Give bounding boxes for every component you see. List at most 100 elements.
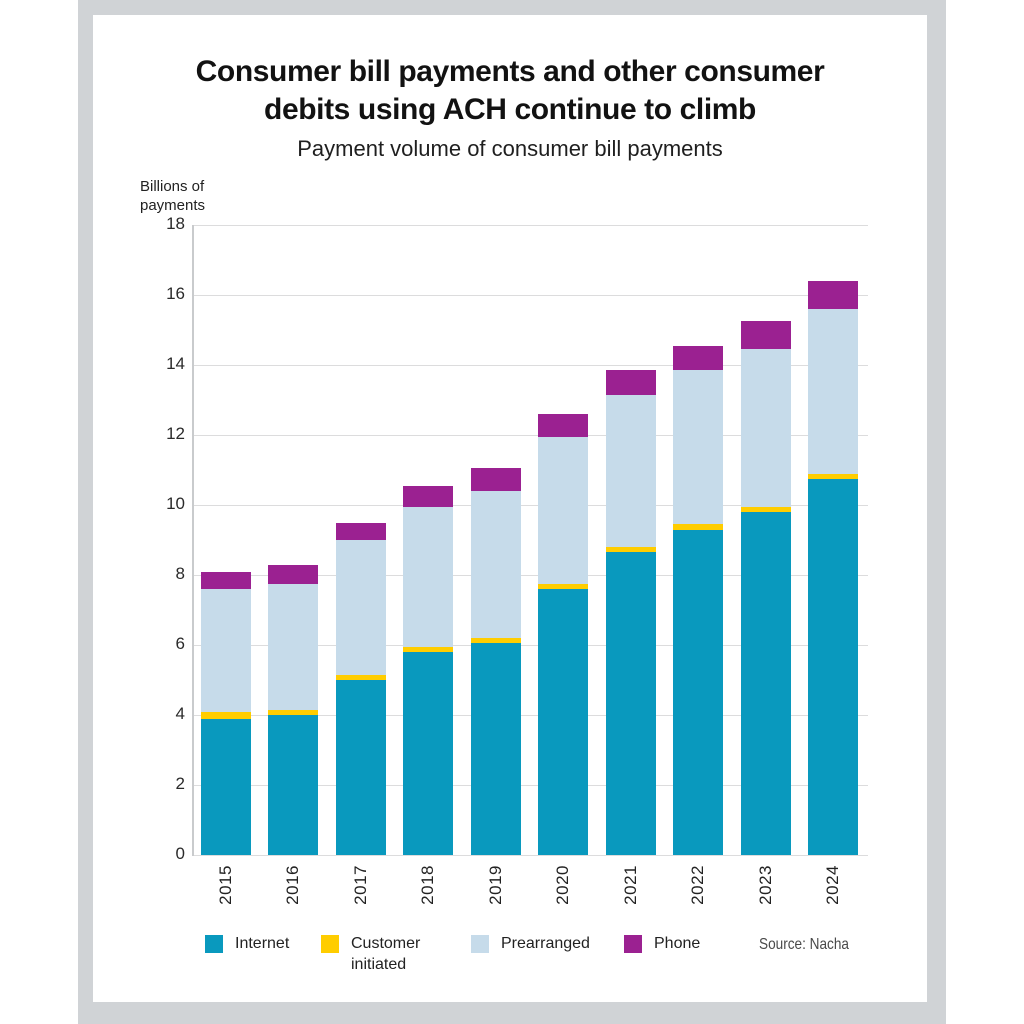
- x-tick-label-2022: 2022: [673, 865, 723, 935]
- gridline-12: [193, 435, 868, 436]
- bar-segment-prearranged-2021: [605, 394, 656, 547]
- x-tick-label-2021: 2021: [606, 865, 656, 935]
- x-tick-label-text-2024: 2024: [822, 865, 842, 905]
- bar-segment-customer-initiated-2021: [605, 547, 656, 553]
- legend-swatch-phone: [624, 935, 642, 953]
- bar-segment-prearranged-2019: [470, 491, 521, 638]
- y-tick-label-16: 16: [166, 284, 185, 303]
- bar-segment-customer-initiated-2020: [538, 583, 589, 589]
- bar-segment-customer-initiated-2024: [807, 473, 858, 479]
- bar-segment-phone-2018: [403, 485, 454, 507]
- bar-segment-internet-2022: [673, 529, 724, 855]
- bar-2021: [605, 225, 656, 855]
- gridline-10: [193, 505, 868, 506]
- bar-segment-internet-2023: [740, 512, 791, 855]
- legend-swatch-internet: [205, 935, 223, 953]
- y-tick-label-8: 8: [175, 564, 185, 583]
- legend-label-phone: Phone: [654, 935, 701, 952]
- bar-segment-internet-2020: [538, 589, 589, 855]
- bar-segment-customer-initiated-2023: [740, 506, 791, 512]
- x-tick-label-text-2016: 2016: [283, 865, 303, 905]
- bar-segment-internet-2017: [335, 680, 386, 855]
- y-tick-label-18: 18: [166, 214, 185, 233]
- bar-segment-phone-2019: [470, 468, 521, 491]
- gridline-4: [193, 715, 868, 716]
- legend-label-customer-initiated: Customer initiated: [351, 935, 421, 973]
- x-tick-label-text-2020: 2020: [553, 865, 573, 905]
- bar-segment-customer-initiated-2019: [470, 638, 521, 644]
- bar-2016: [268, 225, 319, 855]
- chart-subtitle: Payment volume of consumer bill payments: [297, 136, 723, 161]
- bar-segment-phone-2023: [740, 321, 791, 350]
- bar-segment-customer-initiated-2017: [335, 674, 386, 680]
- bar-segment-prearranged-2015: [201, 589, 251, 712]
- legend: Source: Nacha Internet Customer initiated…: [93, 933, 927, 993]
- x-tick-label-text-2018: 2018: [418, 865, 438, 905]
- legend-label-prearranged: Prearranged: [501, 935, 590, 952]
- source-note: Source: Nacha: [759, 936, 849, 953]
- x-tick-label-2023: 2023: [741, 865, 791, 935]
- chart-title: Consumer bill payments and other consume…: [195, 55, 825, 126]
- bar-segment-prearranged-2023: [740, 349, 791, 507]
- y-tick-label-12: 12: [166, 424, 185, 443]
- y-tick-label-4: 4: [175, 704, 185, 723]
- bar-segment-internet-2024: [807, 478, 858, 855]
- gridline-18: [193, 225, 868, 226]
- bar-segment-phone-2016: [268, 564, 319, 584]
- y-axis-unit-label: Billions of payments: [140, 178, 206, 214]
- y-tick-label-10: 10: [166, 494, 185, 513]
- bar-2017: [335, 225, 386, 855]
- bar-segment-phone-2015: [201, 571, 251, 589]
- legend-swatch-prearranged: [471, 935, 489, 953]
- bar-segment-customer-initiated-2022: [673, 524, 724, 530]
- bar-segment-customer-initiated-2018: [403, 646, 454, 652]
- bar-segment-prearranged-2018: [403, 506, 454, 647]
- legend-item-prearranged: Prearranged: [471, 933, 590, 954]
- y-tick-label-14: 14: [166, 354, 185, 373]
- x-tick-label-text-2017: 2017: [350, 865, 370, 905]
- gridline-2: [193, 785, 868, 786]
- gridline-14: [193, 365, 868, 366]
- bar-2022: [673, 225, 724, 855]
- bar-segment-prearranged-2024: [807, 309, 858, 474]
- bar-segment-phone-2022: [673, 345, 724, 371]
- bar-segment-customer-initiated-2016: [268, 709, 319, 715]
- bar-segment-prearranged-2016: [268, 583, 319, 710]
- x-tick-label-text-2015: 2015: [216, 865, 235, 905]
- gridline-0: [193, 855, 868, 856]
- y-axis-line: [192, 225, 194, 856]
- gray-frame: Consumer bill payments and other consume…: [78, 0, 946, 1024]
- x-tick-label-text-2021: 2021: [620, 865, 640, 905]
- x-tick-label-2017: 2017: [336, 865, 386, 935]
- chart-card: Consumer bill payments and other consume…: [93, 15, 927, 1002]
- bar-segment-internet-2018: [403, 652, 454, 855]
- bar-2019: [470, 225, 521, 855]
- bar-2023: [740, 225, 791, 855]
- bar-segment-prearranged-2022: [673, 370, 724, 525]
- y-tick-label-2: 2: [175, 774, 185, 793]
- gridline-8: [193, 575, 868, 576]
- x-tick-label-text-2022: 2022: [688, 865, 708, 905]
- plot-area: 0 2 4 6 8 10 12 14 16 18 2015 2016 2017 2018 2019 2020 2…: [166, 214, 868, 905]
- x-tick-label-text-2023: 2023: [755, 865, 775, 905]
- x-tick-label-2016: 2016: [268, 865, 318, 935]
- bar-segment-internet-2021: [605, 552, 656, 855]
- bar-2020: [538, 225, 589, 855]
- gridline-16: [193, 295, 868, 296]
- legend-item-phone: Phone: [624, 933, 700, 954]
- bar-segment-prearranged-2017: [335, 540, 386, 675]
- legend-item-internet: Internet: [205, 933, 289, 954]
- gridline-6: [193, 645, 868, 646]
- bar-segment-internet-2019: [470, 643, 521, 855]
- legend-swatch-customer-initiated: [321, 935, 339, 953]
- bar-segment-phone-2017: [335, 522, 386, 540]
- x-tick-label-2018: 2018: [403, 865, 453, 935]
- bar-segment-phone-2021: [605, 370, 656, 395]
- x-tick-label-2019: 2019: [471, 865, 521, 935]
- x-tick-label-2020: 2020: [538, 865, 588, 935]
- bar-2024: [807, 225, 858, 855]
- bar-segment-internet-2016: [268, 715, 319, 855]
- legend-item-customer-initiated: Customer initiated: [321, 933, 435, 975]
- legend-label-internet: Internet: [235, 935, 290, 952]
- x-tick-label-2024: 2024: [808, 865, 858, 935]
